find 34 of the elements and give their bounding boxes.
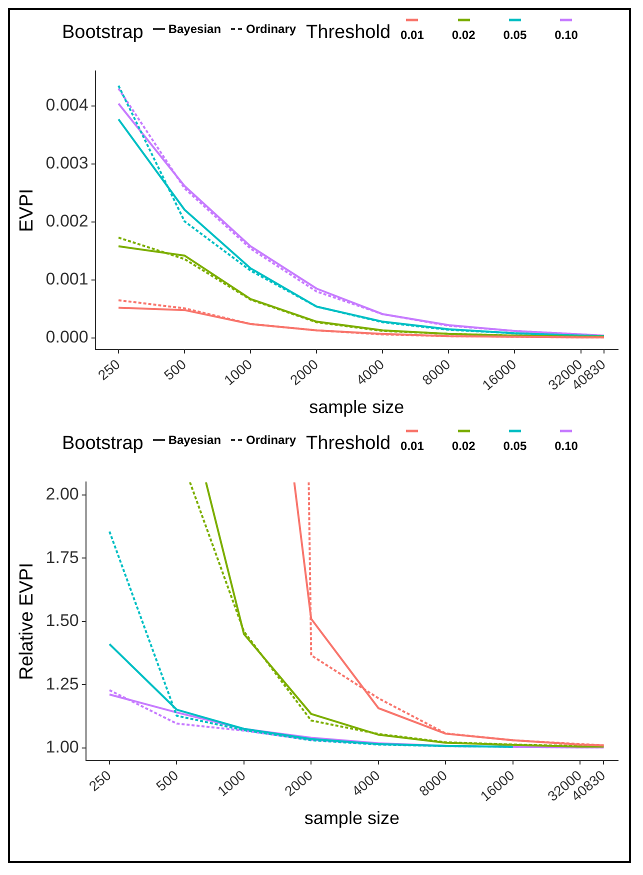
x-axis-title: sample size: [304, 808, 400, 828]
text: Bayesian: [167, 433, 222, 447]
legend-title: Threshold: [306, 22, 391, 44]
x-tick-label: 500: [152, 766, 182, 794]
legend-label: 0.05: [503, 439, 527, 453]
text: Bootstrap: [62, 22, 144, 44]
y-tick-label: 1.00: [46, 738, 79, 757]
x-tick-label: 250: [94, 356, 124, 384]
y-tick-label: 0.003: [46, 154, 88, 173]
legend-label: 0.02: [452, 439, 476, 453]
x-tick-label: 250: [86, 766, 114, 794]
legend-label: 0.10: [554, 439, 578, 453]
y-tick-label: 1.75: [46, 548, 79, 567]
legend-label: 0.10: [554, 28, 578, 42]
text: Bayesian: [167, 22, 222, 36]
y-tick-label: 0.000: [46, 328, 88, 347]
y-tick-label: 0.002: [46, 212, 88, 231]
y-tick-label: 2.00: [46, 484, 79, 504]
text: Ordinary: [245, 22, 296, 36]
text: Ordinary: [245, 433, 296, 447]
y-axis-title: Relative EVPI: [16, 562, 38, 680]
legend-title: Threshold: [306, 433, 391, 455]
x-axis-title: sample size: [309, 397, 404, 418]
legend-label: 0.02: [452, 28, 476, 42]
legend-label: 0.01: [400, 28, 424, 42]
legend-label: 0.01: [400, 439, 424, 453]
y-tick-label: 0.004: [46, 96, 88, 115]
text: Bootstrap: [62, 433, 144, 455]
y-axis-title: EVPI: [16, 188, 38, 232]
y-tick-label: 1.25: [46, 674, 79, 694]
x-tick-label: 500: [160, 356, 190, 384]
y-tick-label: 1.50: [46, 611, 79, 630]
y-tick-label: 0.001: [46, 270, 88, 289]
legend-label: 0.05: [503, 28, 527, 42]
